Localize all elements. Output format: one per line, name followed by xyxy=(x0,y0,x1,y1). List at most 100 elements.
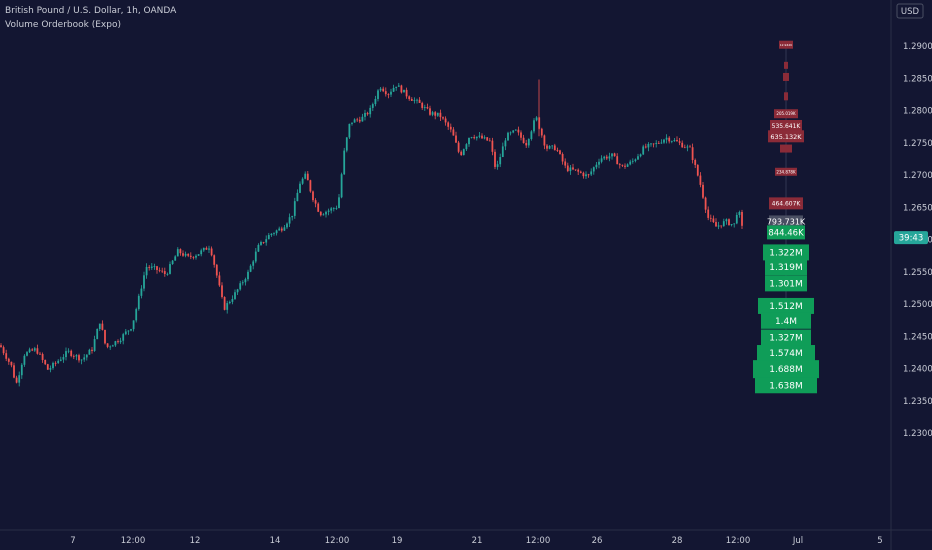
candle-body xyxy=(41,354,44,360)
candle-body xyxy=(137,295,140,310)
candle-body xyxy=(353,119,356,123)
candle-body xyxy=(608,156,611,159)
candle-body xyxy=(317,203,320,212)
candle-body xyxy=(535,117,538,121)
candle-body xyxy=(330,208,333,211)
candle-body xyxy=(449,126,452,130)
candle-body xyxy=(36,348,39,354)
candle-body xyxy=(587,174,590,176)
candle-body xyxy=(130,329,132,331)
candle-body xyxy=(530,131,533,140)
price-tick-label: 1.29000 xyxy=(903,42,932,52)
indicator-title[interactable]: Volume Orderbook (Expo) xyxy=(5,20,121,30)
orderbook-volume-label: 1.322M xyxy=(769,248,803,258)
candle-body xyxy=(80,359,83,361)
candle-body xyxy=(283,227,286,231)
candle-body xyxy=(665,137,668,140)
candle-body xyxy=(244,279,247,283)
candle-body xyxy=(247,271,249,280)
orderbook-volume-label: 844.46K xyxy=(768,228,804,238)
candle-body xyxy=(548,145,551,149)
candle-body xyxy=(525,143,528,146)
candle-body xyxy=(291,215,294,218)
candle-body xyxy=(387,94,390,95)
candle-body xyxy=(452,129,455,136)
candle-body xyxy=(712,218,715,223)
candle-body xyxy=(431,112,434,115)
candle-body xyxy=(262,242,265,243)
candle-body xyxy=(215,264,218,276)
candle-body xyxy=(44,359,47,365)
candle-body xyxy=(634,159,637,161)
orderbook-level-bid xyxy=(758,297,814,314)
orderbook-level-ask xyxy=(768,130,804,143)
currency-badge[interactable]: USD xyxy=(896,3,924,19)
candle-body xyxy=(647,143,650,148)
candle-body xyxy=(169,264,171,274)
candle-body xyxy=(522,137,525,144)
candle-body xyxy=(119,340,122,343)
candle-body xyxy=(213,255,216,265)
candle-body xyxy=(195,255,197,258)
candle-body xyxy=(369,107,372,115)
candle-body xyxy=(683,147,686,149)
candle-body xyxy=(249,265,252,272)
candle-body xyxy=(455,135,457,143)
countdown-box xyxy=(894,231,928,245)
orderbook-volume-label: 1.512M xyxy=(769,302,803,312)
orderbook-level-bid xyxy=(761,312,811,329)
candlestick-series xyxy=(0,79,743,387)
candle-body xyxy=(174,256,177,261)
candle-body xyxy=(114,341,117,346)
time-axis[interactable]: 7 12:00 12 14 12:00 19 21 12:00 26 28 12:00 Jul 5 xyxy=(70,536,882,546)
candle-body xyxy=(527,139,530,146)
candle-body xyxy=(163,271,166,274)
orderbook-volume-label: 1.688M xyxy=(769,365,803,375)
orderbook-level-ask xyxy=(784,61,788,69)
candle-body xyxy=(434,112,437,116)
candle-body xyxy=(153,266,156,268)
candle-body xyxy=(551,145,554,147)
candle-body xyxy=(88,349,91,355)
symbol-title[interactable]: British Pound / U.S. Dollar, 1h, OANDA xyxy=(5,6,177,16)
candle-body xyxy=(621,164,624,166)
candle-body xyxy=(356,119,359,121)
candle-body xyxy=(681,142,684,148)
candle-body xyxy=(686,146,689,148)
candle-body xyxy=(57,360,60,363)
orderbook-level-ask xyxy=(774,109,798,119)
candle-body xyxy=(559,150,561,154)
candle-body xyxy=(416,99,418,101)
candle-body xyxy=(543,135,546,146)
candle-body xyxy=(678,141,681,143)
price-tick-label: 1.28000 xyxy=(903,107,932,117)
candle-body xyxy=(228,301,231,304)
time-tick-label: 12:00 xyxy=(121,536,146,546)
candle-body xyxy=(460,151,463,155)
candle-body xyxy=(577,169,580,172)
orderbook-level-ask xyxy=(779,40,793,49)
candle-body xyxy=(23,355,26,365)
candle-body xyxy=(210,248,213,256)
time-tick-label: 21 xyxy=(472,536,483,546)
candle-body xyxy=(18,375,21,383)
candle-body xyxy=(668,137,671,142)
candle-body xyxy=(202,247,205,251)
orderbook-level-ask xyxy=(769,197,803,210)
candle-body xyxy=(423,107,426,108)
orderbook-volume-label: 1.319M xyxy=(769,263,803,273)
price-tick-label: 1.23000 xyxy=(903,429,932,439)
candle-body xyxy=(390,91,392,95)
candle-body xyxy=(301,178,304,184)
orderbook-level-bid xyxy=(761,329,811,346)
candle-body xyxy=(267,235,270,240)
candle-body xyxy=(296,192,299,202)
candle-body xyxy=(475,136,478,139)
candle-body xyxy=(397,85,400,87)
candle-body xyxy=(366,112,369,115)
candle-body xyxy=(257,244,260,252)
candle-body xyxy=(374,98,377,105)
candle-body xyxy=(91,349,93,351)
candle-body xyxy=(96,328,99,340)
